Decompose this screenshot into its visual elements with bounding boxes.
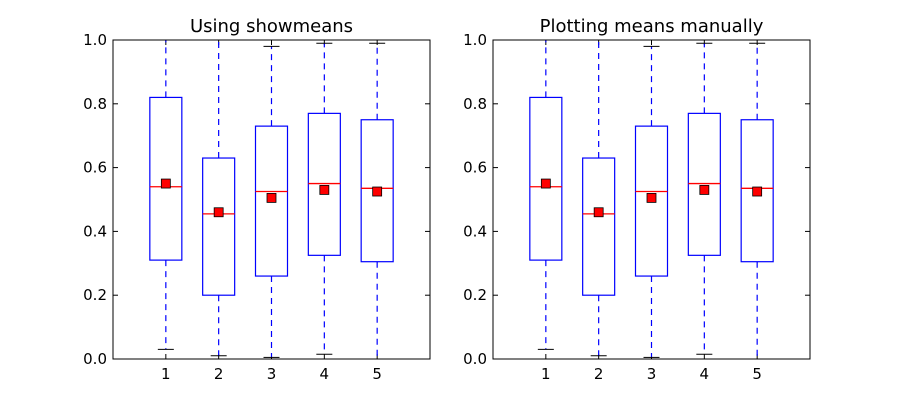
x-tick-label: 3	[267, 365, 277, 383]
box-2	[582, 39, 616, 357]
mean-marker	[646, 193, 657, 203]
box-3	[634, 45, 669, 358]
y-tick-label: 0.4	[463, 222, 487, 240]
mean-marker	[319, 185, 330, 195]
x-tick-label: 1	[541, 365, 551, 383]
box-4	[687, 42, 721, 355]
box-body	[740, 119, 774, 263]
panel-using-showmeans: Using showmeans 0.0 0.2 0.4 0.6 0.8 1.0 1 2 3 4 5	[83, 16, 431, 383]
y-tick-label: 0.8	[83, 95, 107, 113]
mean-marker	[699, 185, 710, 195]
mean-marker	[593, 207, 604, 218]
mean-marker	[372, 186, 383, 197]
box-body	[202, 157, 236, 296]
mean-marker	[752, 186, 763, 197]
box-4	[307, 42, 341, 355]
box-2	[202, 39, 236, 357]
box-body	[529, 96, 563, 261]
box-5	[360, 42, 394, 360]
x-tick-label: 4	[320, 365, 330, 383]
box-body	[307, 112, 341, 256]
y-tick-label: 0.2	[463, 286, 487, 304]
y-tick-label: 0.0	[463, 350, 487, 368]
mean-marker	[160, 178, 171, 189]
box-body	[687, 112, 721, 256]
x-tick-label: 5	[752, 365, 762, 383]
box-body	[360, 119, 394, 263]
panel-title: Using showmeans	[190, 16, 353, 37]
mean-marker	[540, 178, 551, 189]
box-body	[149, 96, 183, 261]
box-body	[254, 125, 289, 277]
box-body	[634, 125, 669, 277]
y-tick-label: 0.4	[83, 222, 107, 240]
mean-marker	[266, 193, 277, 203]
box-1	[149, 39, 183, 350]
panel-plotting-means-manually: Plotting means manually 0.0 0.2 0.4 0.6 0.8 1…	[463, 16, 811, 383]
x-tick-label: 4	[700, 365, 710, 383]
box-1	[529, 39, 563, 350]
y-tick-label: 0.6	[463, 159, 487, 177]
mean-marker	[213, 207, 224, 218]
y-tick-label: 0.2	[83, 286, 107, 304]
y-tick-label: 0.8	[463, 95, 487, 113]
box-3	[254, 45, 289, 358]
y-tick-label: 1.0	[83, 31, 107, 49]
box-body	[582, 157, 616, 296]
panel-title: Plotting means manually	[540, 16, 764, 37]
x-tick-label: 5	[372, 365, 382, 383]
box-5	[740, 42, 774, 360]
y-tick-label: 1.0	[463, 31, 487, 49]
y-tick-label: 0.6	[83, 159, 107, 177]
y-tick-label: 0.0	[83, 350, 107, 368]
x-tick-label: 2	[594, 365, 604, 383]
x-tick-label: 3	[647, 365, 657, 383]
x-tick-label: 2	[214, 365, 224, 383]
x-tick-label: 1	[161, 365, 171, 383]
